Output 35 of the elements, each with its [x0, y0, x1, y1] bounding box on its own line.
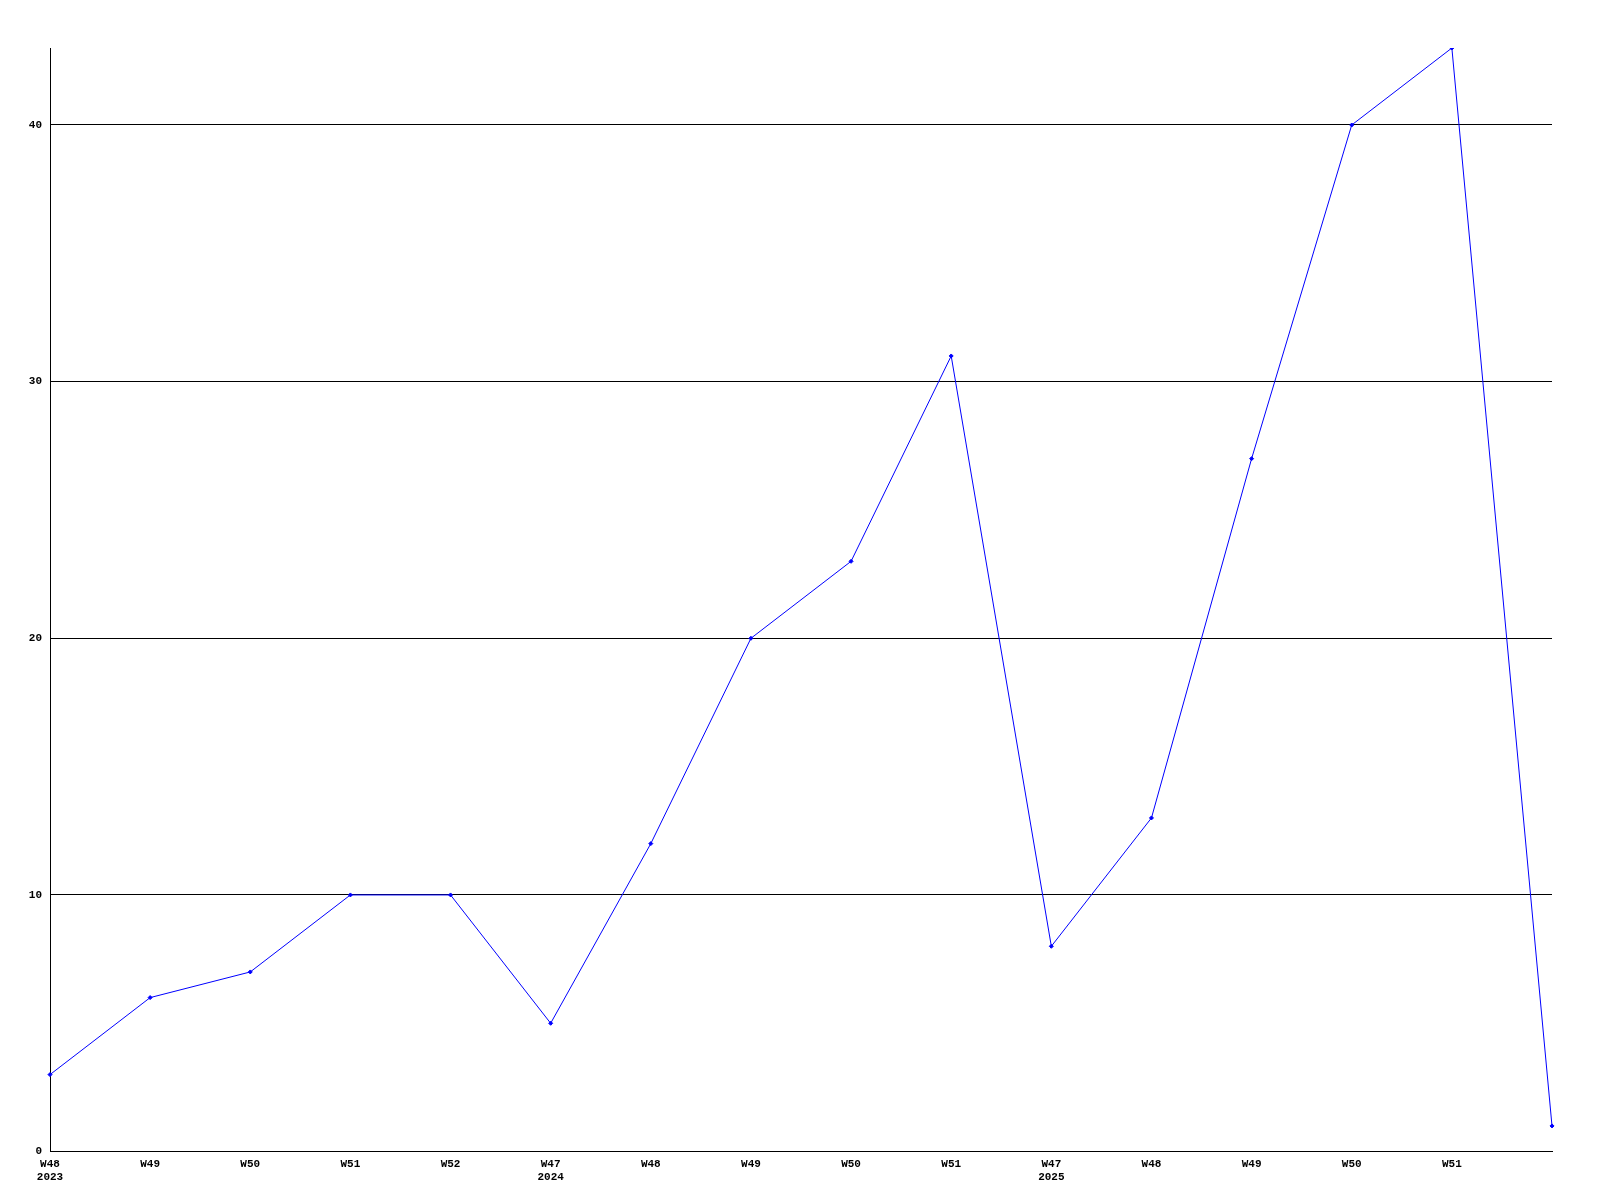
- point: [1549, 1123, 1555, 1129]
- y-tick-label: 0: [35, 1145, 42, 1158]
- point: [147, 995, 153, 1001]
- point: [548, 1020, 554, 1026]
- y-tick-label: 40: [28, 118, 42, 131]
- x-tick-label: W50: [240, 1157, 261, 1170]
- x-tick-label: W49: [1241, 1157, 1262, 1170]
- x-tick-label: W50: [841, 1157, 861, 1170]
- point: [247, 969, 253, 975]
- x-tick-label: W49: [140, 1157, 161, 1170]
- point: [848, 558, 854, 564]
- point: [1148, 815, 1154, 821]
- x-tick-label: W48: [1141, 1157, 1162, 1170]
- x-tick-label: W48: [640, 1157, 662, 1170]
- point: [47, 1072, 53, 1078]
- y-tick-label: 10: [28, 888, 42, 901]
- point: [1249, 456, 1255, 462]
- point: [648, 841, 654, 847]
- x-tick-label: W49: [741, 1157, 761, 1170]
- point: [948, 353, 954, 359]
- x-tick-label: W47 2025: [1038, 1157, 1065, 1184]
- point: [448, 892, 454, 898]
- point: [1048, 943, 1054, 949]
- point: [1349, 122, 1355, 128]
- x-tick-label: W51: [941, 1157, 962, 1170]
- y-tick-label: 30: [28, 375, 42, 388]
- x-tick-label: W51: [1441, 1157, 1463, 1170]
- y-tick-label: 20: [28, 632, 42, 645]
- x-tick-label: W51: [340, 1157, 361, 1170]
- x-tick-label: W48 2023: [36, 1157, 64, 1184]
- x-tick-label: W52: [440, 1157, 461, 1170]
- point: [347, 892, 353, 898]
- x-tick-label: W50: [1341, 1157, 1362, 1170]
- x-tick-label: W47 2024: [537, 1157, 565, 1184]
- point: [748, 635, 754, 641]
